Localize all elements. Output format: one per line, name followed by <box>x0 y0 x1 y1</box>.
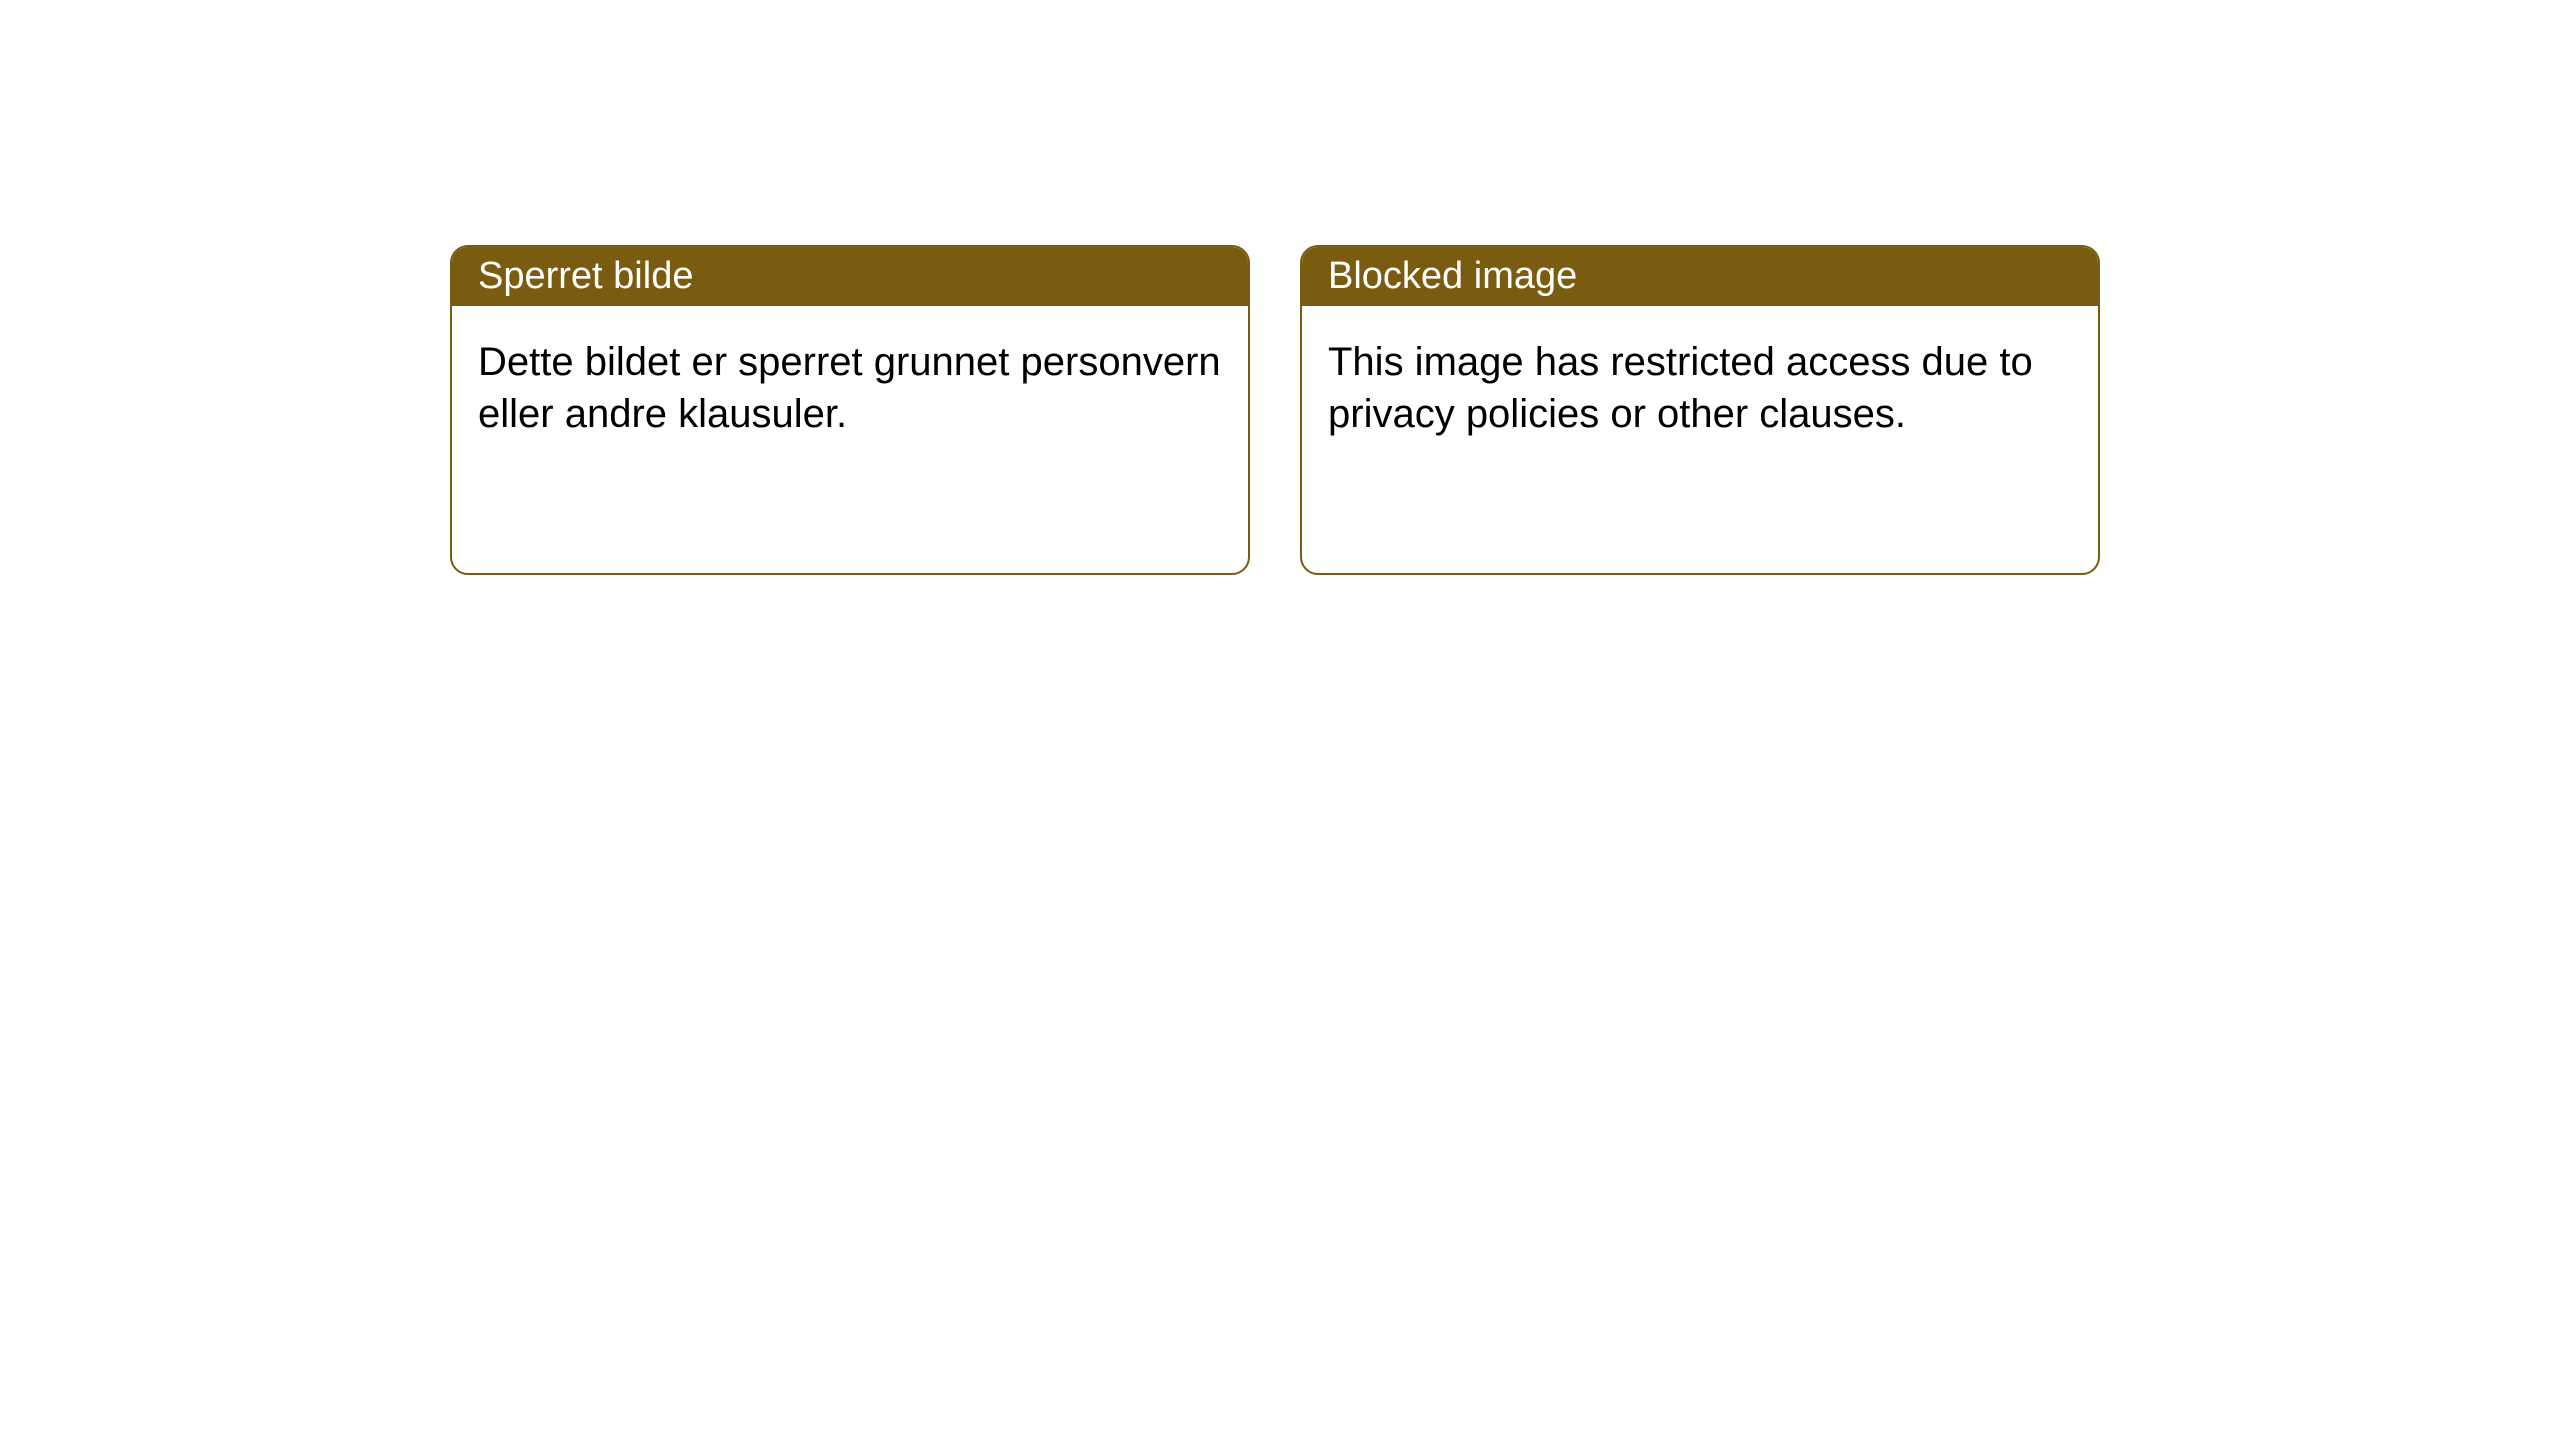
notice-container: Sperret bilde Dette bildet er sperret gr… <box>0 0 2560 575</box>
notice-title: Blocked image <box>1328 255 1577 297</box>
notice-card-norwegian: Sperret bilde Dette bildet er sperret gr… <box>450 245 1250 575</box>
notice-header: Blocked image <box>1302 247 2098 306</box>
notice-title: Sperret bilde <box>478 255 693 297</box>
notice-text: This image has restricted access due to … <box>1328 340 2033 436</box>
notice-header: Sperret bilde <box>452 247 1248 306</box>
notice-card-english: Blocked image This image has restricted … <box>1300 245 2100 575</box>
notice-text: Dette bildet er sperret grunnet personve… <box>478 340 1221 436</box>
notice-body: This image has restricted access due to … <box>1302 306 2098 470</box>
notice-body: Dette bildet er sperret grunnet personve… <box>452 306 1248 470</box>
